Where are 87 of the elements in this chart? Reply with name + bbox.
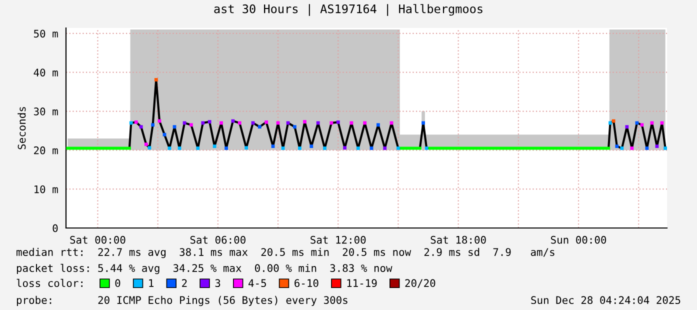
point [201, 121, 205, 125]
legend-label: 1 [149, 279, 154, 287]
chart-title: ast 30 Hours | AS197164 | Hallbergmoos [214, 4, 482, 16]
point [620, 146, 624, 150]
y-tick-label: 30 m [34, 108, 58, 116]
x-tick-label: Sat 18:00 [430, 236, 486, 244]
point [231, 119, 235, 123]
point [612, 119, 616, 123]
point [640, 123, 644, 127]
point [212, 144, 216, 148]
point [422, 121, 425, 125]
point [664, 146, 667, 150]
point [370, 146, 374, 150]
y-tick-label: 50 m [34, 30, 58, 38]
point [162, 132, 166, 136]
point [196, 146, 200, 150]
legend-title: loss color: [16, 278, 82, 288]
point [148, 146, 152, 150]
legend-label: 3 [215, 279, 220, 288]
point [396, 146, 400, 150]
point [356, 146, 360, 150]
point [390, 121, 394, 125]
text: median rtt: 22.7 ms avg 38.1 ms max 20.5 ms min 20.5 ms now 2.9 ms sd 7.9 am/s [16, 248, 554, 258]
point [293, 125, 296, 129]
point [424, 146, 428, 150]
point [608, 121, 612, 125]
point [323, 146, 326, 150]
point [376, 123, 380, 127]
point [208, 120, 212, 124]
point [129, 121, 133, 125]
point [303, 120, 306, 124]
point [178, 146, 182, 150]
point [264, 120, 268, 124]
point [271, 144, 275, 148]
point [655, 144, 659, 148]
point [336, 120, 340, 124]
legend-label: 6-10 [294, 279, 318, 288]
y-tick-label: 10 m [34, 185, 58, 194]
point [151, 123, 155, 127]
point [182, 121, 186, 125]
legend-label: 11-19 [347, 279, 377, 288]
point [645, 146, 649, 150]
text: Sun Dec 28 04:24:04 2025 [531, 296, 680, 304]
y-tick-label: 20 m [34, 146, 58, 154]
point [139, 125, 143, 129]
x-tick-label: Sat 00:00 [70, 236, 126, 244]
point [635, 121, 639, 125]
point [650, 121, 654, 125]
point [383, 146, 387, 150]
point [244, 146, 248, 150]
text: probe: 20 ICMP Echo Pings (56 Bytes) every 300s [16, 296, 348, 306]
point [168, 146, 172, 150]
point [238, 121, 242, 125]
point [350, 121, 354, 125]
point [630, 146, 634, 150]
legend-label: 20/20 [405, 279, 436, 288]
point [343, 146, 346, 150]
point [190, 123, 193, 127]
point [316, 121, 320, 125]
legend-label: 2 [182, 279, 187, 287]
point [276, 121, 280, 125]
point [172, 125, 176, 129]
y-axis-title: Seconds [18, 107, 26, 150]
legend-label: 0 [115, 279, 120, 288]
point [258, 125, 262, 129]
y-tick-label: 40 m [34, 68, 58, 76]
point [220, 121, 223, 125]
point [144, 142, 148, 146]
point [154, 78, 158, 82]
text: packet loss: 5.44 % avg 34.25 % max 0.00 % min 3.83 % now [16, 264, 392, 274]
x-tick-label: Sat 06:00 [190, 236, 246, 244]
point [251, 121, 255, 125]
point [281, 146, 285, 150]
point [330, 121, 334, 125]
x-tick-label: Sat 12:00 [310, 236, 366, 244]
legend-label: 4-5 [248, 279, 266, 288]
point [363, 121, 367, 125]
point [615, 144, 619, 148]
point [224, 146, 228, 150]
point [286, 121, 290, 125]
point [298, 146, 302, 150]
y-tick-label: 0 [52, 224, 58, 232]
x-tick-label: Sun 00:00 [551, 236, 606, 244]
point [660, 121, 664, 125]
point [310, 144, 314, 148]
point [625, 125, 629, 129]
point [134, 120, 138, 124]
